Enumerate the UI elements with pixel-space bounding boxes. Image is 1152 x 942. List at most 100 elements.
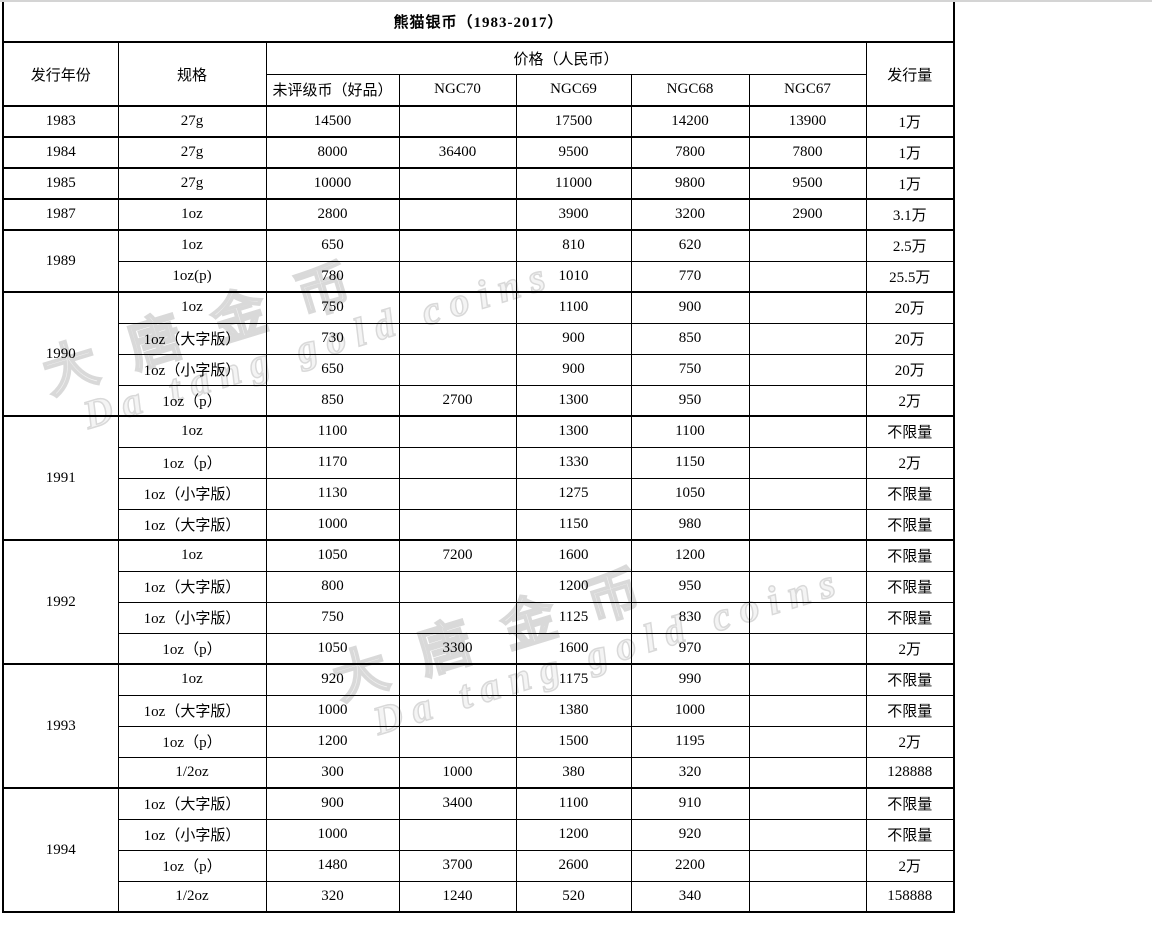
price-ungraded-cell: 650 — [265, 229, 400, 262]
price-ungraded-cell: 650 — [265, 353, 400, 386]
header-issue-year: 发行年份 — [2, 41, 119, 107]
price-ngc69-cell: 9500 — [515, 136, 632, 169]
mintage-cell: 2万 — [865, 725, 955, 758]
price-ngc69-cell: 1275 — [515, 477, 632, 510]
header-ngc69: NGC69 — [515, 73, 632, 107]
year-cell: 1989 — [2, 229, 119, 293]
price-ngc67-cell: 7800 — [748, 136, 867, 169]
price-ngc68-cell: 970 — [630, 632, 750, 665]
price-ungraded-cell: 300 — [265, 756, 400, 789]
table-row: 1oz（小字版） 1130 1275 1050 不限量 — [3, 477, 955, 510]
table-row: 1987 1oz 2800 3900 3200 2900 3.1万 — [2, 198, 955, 231]
spec-cell: 1oz（大字版） — [117, 694, 267, 727]
mintage-cell: 不限量 — [865, 477, 955, 510]
price-ngc69-cell: 380 — [515, 756, 632, 789]
price-ngc68-cell: 1100 — [630, 415, 750, 448]
price-ungraded-cell: 1000 — [265, 508, 400, 541]
price-ngc68-cell: 1195 — [630, 725, 750, 758]
header-mintage: 发行量 — [865, 41, 955, 107]
year-cell: 1994 — [2, 787, 119, 913]
price-ngc69-cell: 520 — [515, 880, 632, 913]
price-ungraded-cell: 1480 — [265, 849, 400, 882]
price-ngc68-cell: 7800 — [630, 136, 750, 169]
spec-cell: 1oz — [117, 663, 267, 696]
price-ngc67-cell: 2900 — [748, 198, 867, 231]
price-ngc67-cell — [748, 477, 867, 510]
spec-cell: 1oz（小字版） — [117, 818, 267, 851]
price-ngc67-cell — [748, 291, 867, 324]
price-ungraded-cell: 750 — [265, 601, 400, 634]
price-ngc68-cell: 9800 — [630, 167, 750, 200]
price-ngc68-cell: 1200 — [630, 539, 750, 572]
price-ngc70-cell — [398, 663, 517, 696]
year-cell: 1990 — [2, 291, 119, 417]
price-ngc70-cell: 1240 — [398, 880, 517, 913]
price-ngc68-cell: 850 — [630, 322, 750, 355]
price-ngc68-cell: 920 — [630, 818, 750, 851]
price-ungraded-cell: 800 — [265, 570, 400, 603]
mintage-cell: 1万 — [865, 136, 955, 169]
price-ngc67-cell — [748, 229, 867, 262]
table-row: 1984 27g 8000 36400 9500 7800 7800 1万 — [2, 136, 955, 169]
price-ngc70-cell: 3300 — [398, 632, 517, 665]
price-ngc67-cell — [748, 632, 867, 665]
table-row: 1990 1oz 750 1100 900 20万 — [2, 291, 955, 417]
table-row: 1983 27g 14500 17500 14200 13900 1万 — [2, 105, 955, 138]
price-ngc70-cell — [398, 570, 517, 603]
table-row: 1/2oz 320 1240 520 340 158888 — [3, 880, 955, 913]
panda-silver-coin-price-table: 熊猫银币（1983-2017） 发行年份 规格 价格（人民币） 发行量 未评级币… — [2, 2, 955, 913]
price-ungraded-cell: 1100 — [265, 415, 400, 448]
spec-cell: 1oz（p） — [117, 725, 267, 758]
header-ngc67: NGC67 — [748, 73, 867, 107]
price-ngc70-cell — [398, 291, 517, 324]
price-ungraded-cell: 10000 — [265, 167, 400, 200]
table-row: 1/2oz 300 1000 380 320 128888 — [3, 756, 955, 789]
price-ngc68-cell: 2200 — [630, 849, 750, 882]
price-ngc70-cell — [398, 353, 517, 386]
price-ungraded-cell: 320 — [265, 880, 400, 913]
price-ngc69-cell: 1010 — [515, 260, 632, 293]
spec-cell: 1oz（p） — [117, 849, 267, 882]
mintage-cell: 20万 — [865, 353, 955, 386]
table-row: 1989 1oz 650 810 620 2.5万 — [2, 229, 955, 293]
table-row: 1oz（p） 850 2700 1300 950 2万 — [3, 384, 955, 417]
mintage-cell: 2万 — [865, 384, 955, 417]
price-ngc69-cell: 1600 — [515, 632, 632, 665]
price-ngc70-cell — [398, 725, 517, 758]
price-ngc67-cell: 9500 — [748, 167, 867, 200]
price-ngc69-cell: 1100 — [515, 787, 632, 820]
mintage-cell: 不限量 — [865, 787, 955, 820]
price-ngc70-cell: 3400 — [398, 787, 517, 820]
header-ngc70: NGC70 — [398, 73, 517, 107]
price-ngc67-cell — [748, 725, 867, 758]
price-ngc68-cell: 950 — [630, 384, 750, 417]
price-ngc70-cell — [398, 260, 517, 293]
spec-cell: 1oz — [117, 415, 267, 448]
year-cell: 1987 — [2, 198, 119, 231]
spec-cell: 27g — [117, 105, 267, 138]
mintage-cell: 不限量 — [865, 818, 955, 851]
table-row: 1oz（大字版） 730 900 850 20万 — [3, 322, 955, 355]
table-row: 1992 1oz 1050 7200 1600 1200 不限量 — [2, 539, 955, 665]
price-ungraded-cell: 750 — [265, 291, 400, 324]
price-ungraded-cell: 900 — [265, 787, 400, 820]
price-ungraded-cell: 1130 — [265, 477, 400, 510]
price-ungraded-cell: 1170 — [265, 446, 400, 479]
mintage-cell: 不限量 — [865, 570, 955, 603]
price-ngc68-cell: 770 — [630, 260, 750, 293]
header-ngc68: NGC68 — [630, 73, 750, 107]
price-ngc67-cell: 13900 — [748, 105, 867, 138]
price-ngc69-cell: 900 — [515, 353, 632, 386]
price-ngc67-cell — [748, 849, 867, 882]
price-ngc68-cell: 1050 — [630, 477, 750, 510]
price-ngc70-cell — [398, 198, 517, 231]
price-ngc68-cell: 1000 — [630, 694, 750, 727]
header-price-group: 价格（人民币） — [265, 41, 867, 75]
price-ngc68-cell: 320 — [630, 756, 750, 789]
price-ungraded-cell: 730 — [265, 322, 400, 355]
price-ngc68-cell: 900 — [630, 291, 750, 324]
header-ungraded: 未评级币（好品） — [265, 73, 400, 107]
price-ngc70-cell — [398, 167, 517, 200]
price-ngc69-cell: 1380 — [515, 694, 632, 727]
